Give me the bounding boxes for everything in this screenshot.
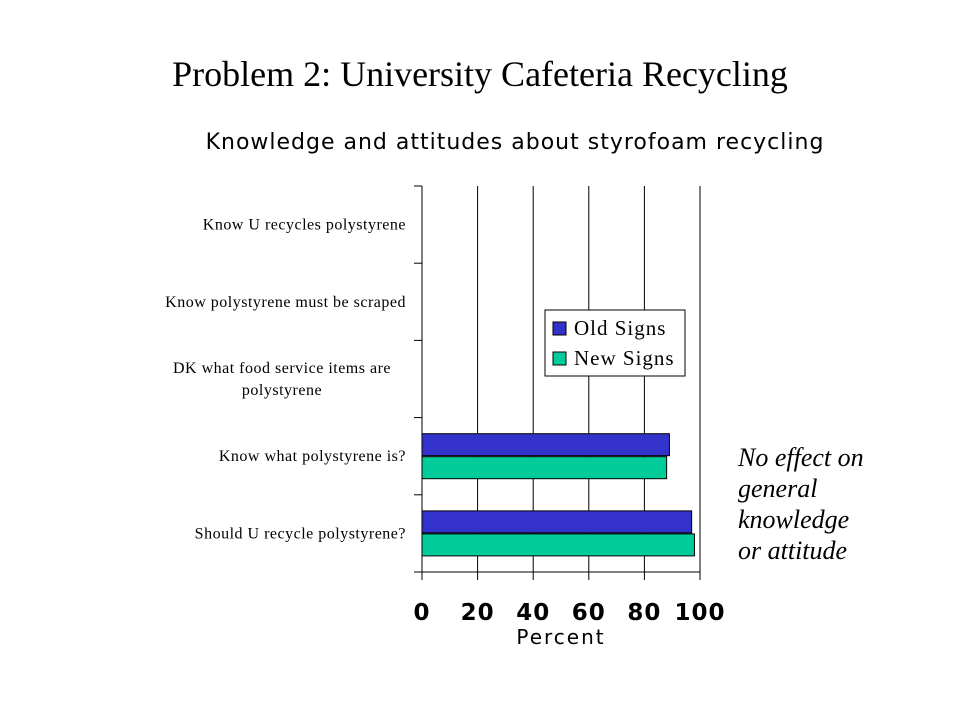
slide-title: Problem 2: University Cafeteria Recyclin… bbox=[172, 54, 788, 94]
legend-swatch bbox=[552, 321, 567, 336]
x-tick-label: 60 bbox=[572, 600, 606, 626]
x-tick-label: 100 bbox=[674, 600, 725, 626]
side-note-line: knowledge bbox=[738, 505, 850, 534]
legend-label: Old Signs bbox=[574, 316, 666, 340]
category-label: Know polystyrene must be scraped bbox=[165, 294, 406, 311]
x-axis-title: Percent bbox=[516, 625, 605, 649]
legend-box bbox=[544, 309, 686, 377]
x-tick-label: 20 bbox=[461, 600, 495, 626]
side-note-line: No effect on bbox=[738, 443, 864, 472]
category-label: Know U recycles polystyrene bbox=[203, 217, 406, 234]
x-tick-label: 80 bbox=[627, 600, 661, 626]
side-note: No effect on general knowledge or attitu… bbox=[738, 442, 938, 566]
x-tick-label: 40 bbox=[516, 600, 550, 626]
chart-title: Knowledge and attitudes about styrofoam … bbox=[205, 130, 825, 155]
legend-label: New Signs bbox=[574, 346, 675, 370]
bar bbox=[421, 456, 668, 480]
category-label: Know what polystyrene is? bbox=[219, 448, 406, 465]
bar bbox=[421, 433, 670, 457]
legend-swatch bbox=[552, 351, 567, 366]
category-label: polystyrene bbox=[242, 382, 322, 399]
side-note-line: general bbox=[738, 474, 818, 503]
category-label: Should U recycle polystyrene? bbox=[195, 525, 406, 542]
category-label: DK what food service items are bbox=[173, 360, 391, 377]
bar bbox=[421, 533, 695, 557]
x-tick-label: 0 bbox=[413, 600, 430, 626]
side-note-line: or attitude bbox=[738, 536, 848, 565]
bar bbox=[421, 510, 693, 534]
